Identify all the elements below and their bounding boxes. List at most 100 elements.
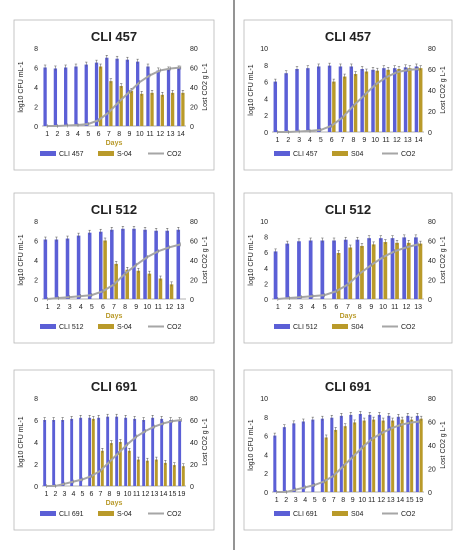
left-tick-label: 6	[264, 250, 268, 257]
x-tick-label: 7	[99, 491, 103, 498]
bar-strain	[414, 66, 419, 132]
legend-label: CO2	[401, 324, 416, 331]
left-tick-label: 8	[34, 46, 38, 53]
x-tick-label: 8	[123, 304, 127, 311]
x-tick-label: 7	[341, 137, 345, 144]
x-tick-label: 15	[169, 491, 177, 498]
right-tick-label: 80	[190, 396, 198, 403]
bar-reference	[364, 71, 369, 132]
bar-reference	[91, 418, 95, 486]
bar-strain	[154, 230, 158, 299]
bar-reference	[332, 81, 336, 132]
bar-reference	[98, 66, 103, 126]
legend-swatch	[40, 324, 56, 329]
x-tick-label: 6	[101, 304, 105, 311]
x-tick-label: 3	[297, 137, 301, 144]
bar-reference	[391, 420, 395, 492]
legend-swatch	[274, 511, 290, 516]
bar-strain	[284, 73, 288, 132]
x-tick-label: 13	[151, 491, 159, 498]
y-axis-label: log10 CFU mL-1	[18, 61, 25, 112]
bar-strain	[338, 66, 343, 132]
x-tick-label: 8	[351, 137, 355, 144]
left-tick-label: 0	[264, 130, 268, 137]
x-tick-label: 12	[393, 137, 401, 144]
x-tick-label: 12	[165, 304, 173, 311]
y2-axis-label: Lost CO2 g L-1	[440, 236, 447, 284]
x-axis-label: Days	[106, 140, 123, 147]
bar-strain	[311, 419, 315, 492]
x-tick-label: 2	[57, 304, 61, 311]
left-tick-label: 0	[264, 490, 268, 497]
bar-reference	[336, 252, 341, 299]
x-tick-label: 8	[108, 491, 112, 498]
bar-reference	[372, 419, 376, 492]
right-tick-label: 40	[428, 443, 436, 450]
left-tick-label: 0	[34, 124, 38, 131]
x-tick-label: 9	[351, 497, 355, 504]
co2-line	[277, 68, 419, 133]
x-tick-label: 1	[45, 131, 49, 138]
bar-strain	[115, 416, 119, 486]
left-tick-label: 8	[34, 396, 38, 403]
bar-reference	[383, 242, 388, 299]
bar-reference	[103, 240, 107, 299]
bar-strain	[151, 417, 155, 486]
bar-reference	[418, 68, 423, 132]
bar-reference	[169, 284, 174, 299]
bar-strain	[70, 418, 74, 486]
chart-title: CLI 691	[325, 379, 371, 394]
right-tick-label: 0	[428, 490, 432, 497]
x-tick-label: 5	[86, 131, 90, 138]
x-tick-label: 14	[396, 497, 404, 504]
y-axis-label: log10 CFU mL-1	[18, 416, 25, 467]
chart-legend: CLI 691 S04 CO2	[274, 511, 416, 518]
x-tick-label: 15	[406, 497, 414, 504]
bar-strain	[43, 420, 47, 486]
x-axis-label: Days	[106, 313, 123, 320]
legend-label: S04	[351, 151, 364, 158]
bar-strain	[392, 68, 397, 132]
right-tick-label: 60	[190, 418, 198, 425]
right-tick-label: 20	[428, 109, 436, 116]
x-tick-label: 4	[72, 491, 76, 498]
x-tick-label: 5	[90, 304, 94, 311]
y-axis-label: log10 CFU mL-1	[248, 419, 255, 470]
bar-reference	[181, 92, 185, 126]
x-tick-label: 1	[46, 304, 50, 311]
left-tick-label: 8	[264, 415, 268, 422]
left-tick-label: 10	[260, 219, 268, 226]
legend-label: CLI 512	[59, 324, 84, 331]
bar-reference	[342, 76, 347, 132]
legend-swatch	[332, 324, 348, 329]
right-tick-label: 80	[428, 396, 436, 403]
right-tick-label: 0	[190, 484, 194, 491]
bar-strain	[43, 239, 48, 299]
bar-strain	[64, 67, 68, 126]
legend-label: S04	[351, 511, 364, 518]
x-tick-label: 13	[387, 497, 395, 504]
bar-reference	[129, 90, 134, 126]
bar-strain	[106, 416, 110, 486]
bar-reference	[397, 69, 401, 132]
x-tick-label: 2	[286, 137, 290, 144]
x-tick-label: 9	[134, 304, 138, 311]
legend-swatch	[40, 151, 56, 156]
x-tick-label: 11	[382, 137, 389, 144]
left-tick-label: 2	[264, 281, 268, 288]
bar-reference	[136, 270, 141, 299]
x-tick-label: 9	[117, 491, 121, 498]
left-tick-label: 10	[260, 46, 268, 53]
bar-strain	[65, 238, 70, 299]
legend-label: S-04	[117, 324, 132, 331]
legend-label: CO2	[167, 324, 182, 331]
right-tick-label: 40	[428, 88, 436, 95]
right-tick-label: 80	[428, 46, 436, 53]
bar-strain	[53, 68, 58, 126]
left-tick-label: 4	[264, 452, 268, 459]
right-tick-label: 0	[428, 130, 432, 137]
legend-swatch	[332, 511, 348, 516]
